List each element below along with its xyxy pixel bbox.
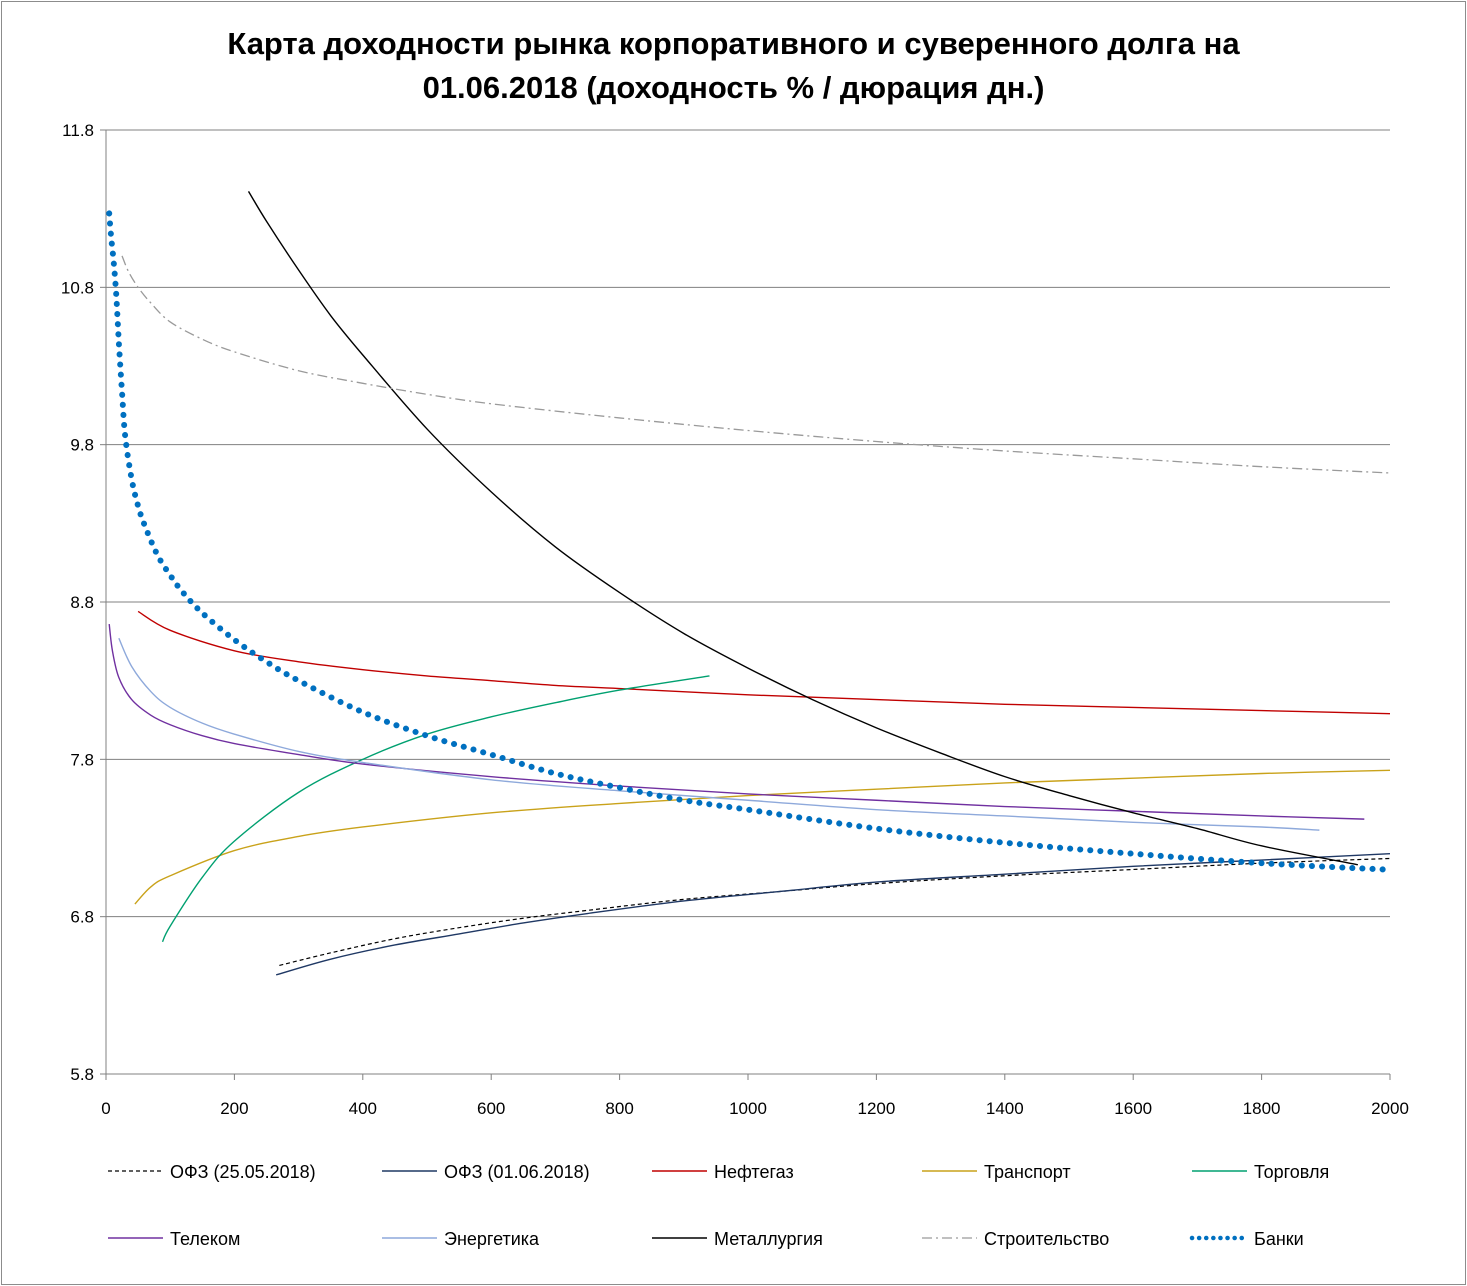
legend-label-6: Телеком — [170, 1229, 240, 1249]
legend-label-4: Транспорт — [984, 1162, 1071, 1182]
x-tick-label: 600 — [477, 1099, 505, 1118]
series-line-8 — [247, 190, 1359, 866]
series-line-9 — [121, 255, 1391, 474]
y-tick-label: 9.8 — [70, 436, 94, 455]
y-tick-label: 5.8 — [70, 1065, 94, 1084]
series-line-2 — [275, 853, 1391, 976]
y-tick-label: 8.8 — [70, 593, 94, 612]
chart-title-line-2: 01.06.2018 (доходность % / дюрация дн.) — [422, 70, 1045, 105]
legend-label-8: Металлургия — [714, 1229, 823, 1249]
grid-lines — [106, 129, 1390, 918]
chart-title-line-1: Карта доходности рынка корпоративного и … — [227, 26, 1240, 61]
legend-label-9: Строительство — [984, 1229, 1109, 1249]
x-tick-label: 2000 — [1371, 1099, 1409, 1118]
legend-label-3: Нефтегаз — [714, 1162, 794, 1182]
axes — [100, 129, 1391, 1080]
x-tick-label: 200 — [220, 1099, 248, 1118]
series-line-10 — [106, 210, 1387, 873]
x-tick-label: 800 — [605, 1099, 633, 1118]
legend-label-10: Банки — [1254, 1229, 1304, 1249]
x-tick-label: 1600 — [1114, 1099, 1152, 1118]
x-tick-label: 0 — [101, 1099, 110, 1118]
series-line-1 — [279, 857, 1391, 967]
legend-label-7: Энергетика — [444, 1229, 540, 1249]
x-tick-label: 1000 — [729, 1099, 767, 1118]
x-tick-labels: 0 200 400 600 800 1000 1200 1400 1600 1800 2000 — [101, 1099, 1409, 1118]
legend-label-5: Торговля — [1254, 1162, 1329, 1182]
series-lines — [106, 190, 1391, 976]
legend-label-2: ОФЗ (01.06.2018) — [444, 1162, 590, 1182]
y-tick-label: 10.8 — [61, 278, 94, 297]
y-tick-label: 7.8 — [70, 750, 94, 769]
series-line-3 — [137, 610, 1391, 715]
series-line-7 — [118, 637, 1320, 831]
y-tick-label: 11.8 — [62, 121, 94, 140]
series-line-4 — [134, 769, 1391, 905]
legend-label-1: ОФЗ (25.05.2018) — [170, 1162, 316, 1182]
series-line-5 — [161, 675, 710, 943]
y-tick-label: 6.8 — [70, 908, 94, 927]
series-line-6 — [108, 623, 1365, 820]
x-tick-label: 1800 — [1243, 1099, 1281, 1118]
y-tick-labels: 5.8 6.8 7.8 8.8 9.8 10.8 11.8 — [61, 121, 94, 1084]
x-tick-label: 1400 — [986, 1099, 1024, 1118]
x-tick-label: 1200 — [857, 1099, 895, 1118]
chart-title: Карта доходности рынка корпоративного и … — [0, 22, 1467, 110]
legend: ОФЗ (25.05.2018) ОФЗ (01.06.2018) Нефтегаз… — [108, 1162, 1329, 1249]
x-tick-label: 400 — [349, 1099, 377, 1118]
